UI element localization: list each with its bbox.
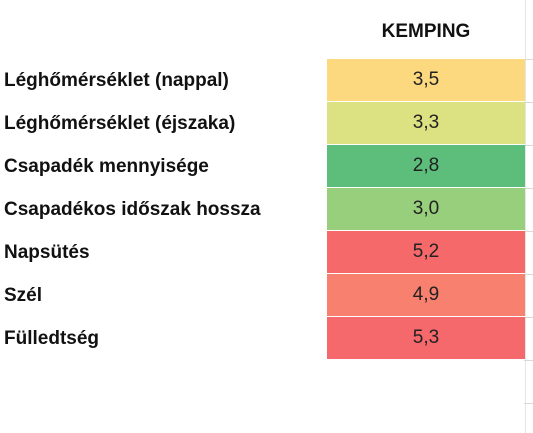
table-row: Léghőmérséklet (nappal) 3,5: [0, 59, 533, 102]
value-cell[interactable]: 4,9: [327, 274, 525, 317]
table-row: Fülledtség 5,3: [0, 317, 533, 360]
value-cell[interactable]: 2,8: [327, 145, 525, 188]
row-tick: [524, 231, 533, 232]
value-cell[interactable]: 5,2: [327, 231, 525, 274]
value-cell[interactable]: 3,5: [327, 59, 525, 102]
row-label[interactable]: Fülledtség: [4, 328, 100, 349]
row-label[interactable]: Szél: [4, 285, 43, 306]
value-cell[interactable]: 5,3: [327, 317, 525, 360]
row-tick: [524, 102, 533, 103]
row-tick: [524, 274, 533, 275]
table-row: Csapadékos időszak hossza 3,0: [0, 188, 533, 231]
column-header-kemping[interactable]: KEMPING: [381, 21, 471, 42]
table-row: Csapadék mennyisége 2,8: [0, 145, 533, 188]
row-tick: [524, 317, 533, 318]
row-label[interactable]: Léghőmérséklet (nappal): [4, 70, 229, 91]
table-row: Szél 4,9: [0, 274, 533, 317]
table-row: Napsütés 5,2: [0, 231, 533, 274]
row-tick: [524, 59, 533, 60]
row-label[interactable]: Csapadék mennyisége: [4, 156, 209, 177]
column-gridline: [525, 0, 526, 433]
value-cell[interactable]: 3,3: [327, 102, 525, 145]
row-label[interactable]: Csapadékos időszak hossza: [4, 199, 261, 220]
row-tick: [524, 360, 533, 361]
row-label[interactable]: Napsütés: [4, 242, 90, 263]
table-row: Léghőmérséklet (éjszaka) 3,3: [0, 102, 533, 145]
rating-table: Léghőmérséklet (nappal) 3,5 Léghőmérsékl…: [0, 59, 533, 360]
row-tick: [524, 403, 533, 404]
value-cell[interactable]: 3,0: [327, 188, 525, 231]
row-tick: [524, 188, 533, 189]
row-label[interactable]: Léghőmérséklet (éjszaka): [4, 113, 236, 134]
row-tick: [524, 145, 533, 146]
